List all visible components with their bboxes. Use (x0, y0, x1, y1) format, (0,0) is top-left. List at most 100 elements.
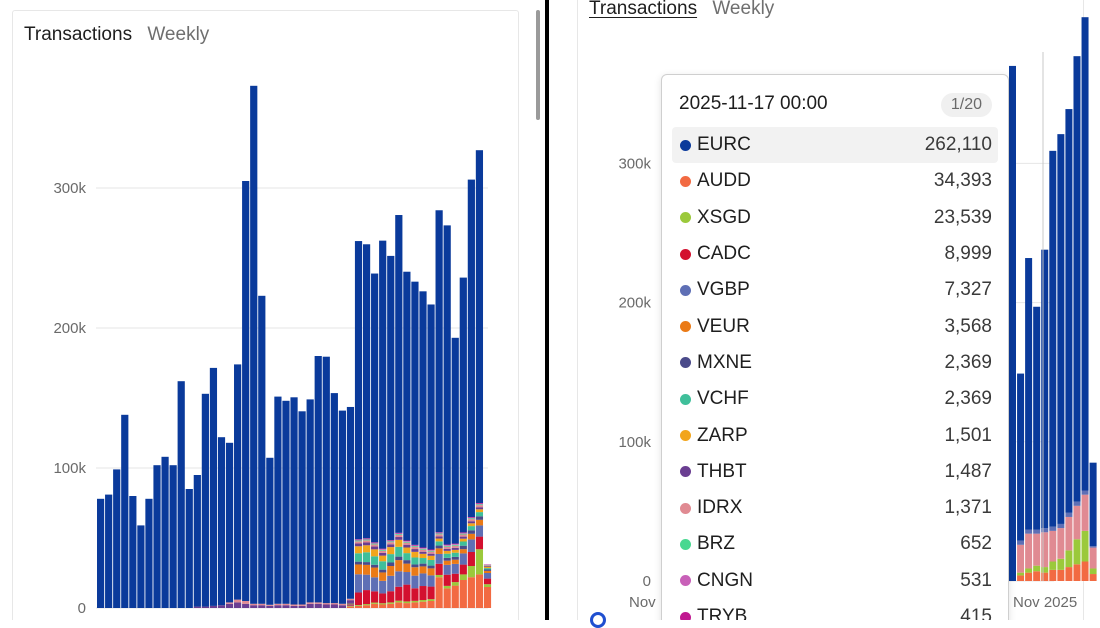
bar-vgbp[interactable] (1057, 524, 1064, 528)
bar-zarp[interactable] (379, 556, 386, 562)
bar-cngn[interactable] (436, 533, 443, 534)
bar-mxne[interactable] (411, 564, 418, 567)
bar-audd[interactable] (419, 602, 426, 608)
bar-cngn[interactable] (419, 548, 426, 549)
bar-vchf[interactable] (427, 560, 434, 566)
bar-eurc[interactable] (419, 291, 426, 547)
bar-xsgd[interactable] (444, 586, 451, 589)
bar-xsgd[interactable] (387, 602, 394, 603)
bar-tryb[interactable] (476, 503, 483, 504)
bar-vgbp[interactable] (1082, 491, 1089, 495)
bar-idrx[interactable] (444, 547, 451, 549)
bar-eurc[interactable] (339, 411, 346, 604)
bar-idrx[interactable] (476, 505, 483, 507)
bar-eurc[interactable] (210, 368, 217, 606)
bar-vgbp[interactable] (436, 554, 443, 564)
bar-audd[interactable] (355, 606, 362, 608)
bar-thbt[interactable] (194, 607, 201, 608)
bar-eurc[interactable] (452, 338, 459, 544)
bar-cadc[interactable] (395, 587, 402, 601)
bar-eurc[interactable] (282, 401, 289, 604)
bar-idrx[interactable] (347, 599, 354, 600)
bar-thbt[interactable] (363, 542, 370, 545)
bar-idrx[interactable] (1025, 534, 1032, 569)
bar-idrx[interactable] (468, 519, 475, 521)
bar-idrx[interactable] (282, 604, 289, 605)
bar-eurc[interactable] (105, 495, 112, 608)
bar-vgbp[interactable] (427, 575, 434, 586)
bar-thbt[interactable] (452, 548, 459, 550)
bar-eurc[interactable] (331, 393, 338, 603)
bar-thbt[interactable] (460, 537, 467, 539)
bar-zarp[interactable] (452, 550, 459, 553)
bar-idrx[interactable] (411, 547, 418, 549)
bar-vgbp[interactable] (484, 573, 491, 579)
bar-idrx[interactable] (274, 604, 281, 605)
bar-eurc[interactable] (186, 489, 193, 608)
bar-idrx[interactable] (484, 565, 491, 566)
bar-zarp[interactable] (468, 523, 475, 526)
bar-idrx[interactable] (234, 600, 241, 603)
bar-veur[interactable] (452, 560, 459, 564)
bar-thbt[interactable] (250, 605, 257, 608)
bar-xsgd[interactable] (419, 600, 426, 602)
bar-audd[interactable] (427, 601, 434, 608)
bar-eurc[interactable] (202, 394, 209, 607)
bar-eurc[interactable] (460, 278, 467, 533)
bar-idrx[interactable] (242, 601, 249, 604)
bar-audd[interactable] (436, 577, 443, 608)
bar-brz[interactable] (363, 540, 370, 541)
bar-mxne[interactable] (403, 560, 410, 564)
bar-eurc[interactable] (323, 357, 330, 603)
bar-idrx[interactable] (371, 544, 378, 546)
bar-cadc[interactable] (403, 585, 410, 602)
bar-mxne[interactable] (468, 530, 475, 534)
bar-eurc[interactable] (290, 397, 297, 604)
bar-thbt[interactable] (226, 604, 233, 608)
bar-veur[interactable] (371, 568, 378, 578)
bar-mxne[interactable] (419, 564, 426, 567)
bar-mxne[interactable] (363, 562, 370, 565)
bar-eurc[interactable] (178, 381, 185, 608)
bar-mxne[interactable] (452, 557, 459, 560)
bar-vchf[interactable] (468, 526, 475, 530)
bar-idrx[interactable] (226, 602, 233, 603)
bar-brz[interactable] (460, 534, 467, 535)
bar-eurc[interactable] (1041, 250, 1048, 528)
bar-mxne[interactable] (444, 558, 451, 561)
bar-eurc[interactable] (266, 458, 273, 605)
bar-eurc[interactable] (137, 525, 144, 608)
bar-eurc[interactable] (194, 475, 201, 607)
bar-xsgd[interactable] (468, 566, 475, 577)
bar-vgbp[interactable] (468, 539, 475, 552)
bar-eurc[interactable] (1073, 56, 1080, 501)
bar-eurc[interactable] (250, 86, 257, 604)
bar-idrx[interactable] (379, 551, 386, 553)
bar-eurc[interactable] (468, 180, 475, 517)
bar-vchf[interactable] (476, 512, 483, 516)
bar-cadc[interactable] (347, 605, 354, 606)
bar-idrx[interactable] (460, 535, 467, 537)
bar-brz[interactable] (379, 550, 386, 551)
bar-thbt[interactable] (242, 604, 249, 608)
bar-thbt[interactable] (484, 566, 491, 567)
bar-xsgd[interactable] (1025, 568, 1032, 572)
bar-thbt[interactable] (218, 605, 225, 608)
bar-zarp[interactable] (419, 554, 426, 558)
bar-vchf[interactable] (411, 557, 418, 564)
bar-thbt[interactable] (307, 604, 314, 608)
bar-thbt[interactable] (331, 605, 338, 609)
bar-eurc[interactable] (1049, 151, 1056, 527)
bar-vgbp[interactable] (1017, 541, 1024, 545)
bar-brz[interactable] (452, 545, 459, 546)
bar-tryb[interactable] (371, 542, 378, 543)
bar-idrx[interactable] (307, 602, 314, 603)
bar-cngn[interactable] (411, 545, 418, 546)
bar-eurc[interactable] (355, 241, 362, 539)
bar-veur[interactable] (411, 567, 418, 575)
bar-xsgd[interactable] (1017, 573, 1024, 576)
bar-zarp[interactable] (444, 551, 451, 554)
bar-xsgd[interactable] (476, 549, 483, 574)
bar-idrx[interactable] (323, 603, 330, 604)
bar-cadc[interactable] (379, 593, 386, 603)
